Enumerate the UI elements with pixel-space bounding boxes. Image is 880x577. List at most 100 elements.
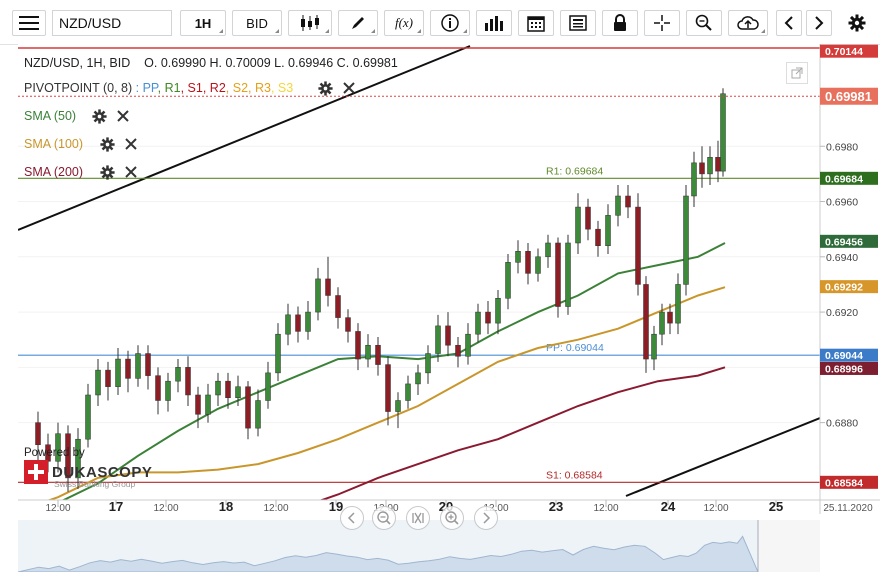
candle-up — [683, 195, 689, 285]
y-tick-label: 0.6880 — [826, 418, 858, 430]
popout-icon[interactable] — [786, 62, 808, 84]
x-tick-label: 12:00 — [263, 503, 288, 514]
crosshair-icon[interactable] — [644, 10, 680, 36]
plot-background — [18, 44, 820, 500]
navigator-series — [17, 535, 759, 573]
pivot-label-pp: PP: 0.69044 — [546, 342, 604, 354]
candle-down — [295, 314, 301, 332]
candle-up — [675, 284, 681, 324]
candle-down — [667, 311, 673, 324]
sma-settings-gear-icon[interactable] — [100, 165, 116, 181]
candle-down — [555, 242, 561, 307]
news-icon[interactable] — [560, 10, 596, 36]
x-tick-label: 18 — [219, 499, 233, 514]
candlestick-type-icon[interactable] — [288, 10, 332, 36]
candle-up — [535, 256, 541, 274]
timeframe-select[interactable]: 1H — [180, 10, 226, 36]
candle-up — [615, 195, 621, 216]
symbol-header: NZD/USD, 1H, BID O. 0.69990 H. 0.70009 L… — [24, 56, 398, 70]
candle-up — [515, 251, 521, 263]
toolbar: 1H BID f(x) — [0, 0, 880, 45]
candle-down — [35, 422, 41, 445]
pivot-legend-sep: : — [135, 81, 140, 95]
candle-up — [75, 438, 81, 479]
candle-up — [707, 157, 713, 175]
candle-up — [165, 380, 171, 401]
hamburger-menu-icon[interactable] — [12, 10, 46, 36]
candle-up — [425, 353, 431, 374]
pivot-legend-item-r1: , R1 — [157, 81, 181, 95]
function-fx-icon[interactable]: f(x) — [384, 10, 424, 36]
price-chart[interactable]: R1: 0.69684 PP: 0.69044 S1: 0.68584 0.6880… — [0, 44, 880, 573]
pivot-label-s1: S1: 0.68584 — [546, 469, 603, 481]
pivot-remove-close-icon[interactable] — [342, 81, 358, 97]
price-badge — [820, 361, 878, 375]
sma-settings-gear-icon[interactable] — [92, 109, 108, 125]
volume-bars-icon[interactable] — [476, 10, 512, 36]
price-badge — [820, 234, 878, 248]
sma-remove-close-icon[interactable] — [116, 109, 132, 125]
cloud-upload-icon[interactable] — [728, 10, 768, 36]
candle-up — [545, 242, 551, 258]
zoom-out-button[interactable] — [372, 506, 396, 530]
navigator-outside — [758, 520, 820, 572]
candle-up — [691, 162, 697, 197]
scroll-left-button[interactable] — [340, 506, 364, 530]
price-badges: 0.70144 0.69981 0.69684 0.69456 0.69292 0.690… — [820, 44, 878, 489]
candle-down — [325, 278, 331, 296]
candle-down — [195, 394, 201, 415]
pivot-settings-gear-icon[interactable] — [318, 81, 334, 97]
candle-down — [335, 295, 341, 318]
candle-up — [395, 400, 401, 412]
arrow-right-icon[interactable] — [806, 10, 832, 36]
sma-remove-close-icon[interactable] — [124, 137, 140, 153]
candle-up — [285, 314, 291, 335]
calendar-icon[interactable] — [518, 10, 554, 36]
price-badge-label: 0.69044 — [825, 350, 863, 362]
candlesticks — [35, 88, 726, 492]
zoom-icon[interactable] — [686, 10, 722, 36]
lock-icon[interactable] — [602, 10, 638, 36]
pencil-draw-icon[interactable] — [338, 10, 378, 36]
symbol-input[interactable] — [52, 10, 172, 36]
candle-down — [145, 353, 151, 376]
zoom-in-button[interactable] — [440, 506, 464, 530]
arrow-left-icon[interactable] — [776, 10, 802, 36]
candle-up — [505, 262, 511, 299]
brand-tagline: Swiss Banking Group — [54, 479, 136, 489]
x-tick-label: 17 — [109, 499, 123, 514]
candle-up — [435, 325, 441, 354]
candle-up — [659, 311, 665, 335]
candle-down — [45, 444, 51, 462]
info-icon[interactable] — [430, 10, 470, 36]
pivot-label-r1: R1: 0.69684 — [546, 165, 603, 177]
candle-up — [255, 400, 261, 429]
price-badge — [820, 171, 878, 185]
candle-down — [699, 162, 705, 175]
candle-up — [175, 367, 181, 382]
pivot-legend-parts: PP, R1, S1, R2, S2, R3, S3 — [143, 81, 294, 95]
sma-remove-close-icon[interactable] — [124, 165, 140, 181]
side-label: BID — [246, 15, 268, 31]
sma-line-1 — [46, 286, 726, 500]
chart-area[interactable]: R1: 0.69684 PP: 0.69044 S1: 0.68584 0.6880… — [0, 44, 880, 573]
candle-down — [525, 251, 531, 274]
scroll-right-button[interactable] — [474, 506, 498, 530]
gear-icon[interactable] — [842, 10, 872, 36]
candle-up — [95, 369, 101, 396]
reset-view-button[interactable] — [406, 506, 430, 530]
swiss-cross-icon — [24, 460, 48, 484]
fx-label: f(x) — [394, 15, 414, 30]
pivot-legend-item-s1: , S1 — [180, 81, 203, 95]
pivot-levels: R1: 0.69684 PP: 0.69044 S1: 0.68584 — [18, 165, 820, 483]
side-select[interactable]: BID — [232, 10, 282, 36]
sma-settings-gear-icon[interactable] — [100, 137, 116, 153]
x-tick-label: 12:00 — [45, 503, 70, 514]
y-tick-label: 0.6980 — [826, 141, 858, 153]
candle-up — [565, 242, 571, 307]
ohlc-line: O. 0.69990 H. 0.70009 L. 0.69946 C. 0.69… — [144, 56, 398, 70]
candle-up — [85, 394, 91, 440]
price-badge-label: 0.69684 — [825, 173, 863, 185]
candle-down — [345, 317, 351, 332]
candle-down — [225, 380, 231, 398]
